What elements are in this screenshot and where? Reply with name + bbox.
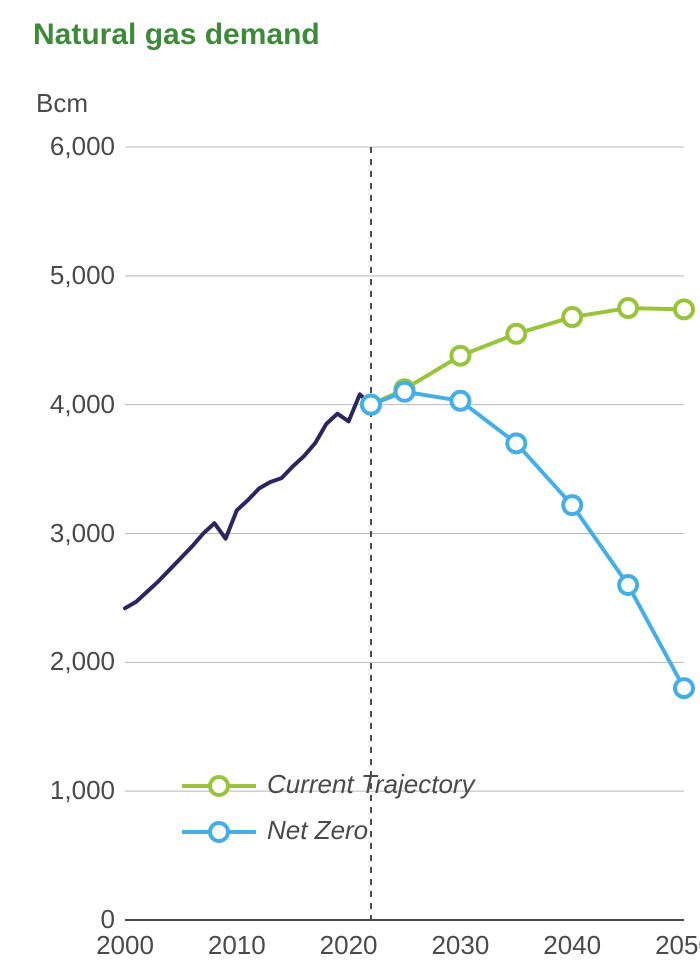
current-trajectory-marker xyxy=(451,347,469,365)
legend-marker-ct xyxy=(210,777,228,795)
legend-label-nz: Net Zero xyxy=(267,815,368,846)
net-zero-marker xyxy=(396,383,414,401)
chart-container: Natural gas demand Bcm 01,0002,0003,0004… xyxy=(0,0,700,967)
current-trajectory-marker xyxy=(507,325,525,343)
y-tick-label: 4,000 xyxy=(25,389,115,420)
net-zero-line xyxy=(371,392,684,688)
x-tick-label: 2030 xyxy=(431,930,489,961)
current-trajectory-marker xyxy=(619,299,637,317)
x-tick-label: 2000 xyxy=(96,930,154,961)
y-tick-label: 2,000 xyxy=(25,646,115,677)
net-zero-marker xyxy=(619,576,637,594)
historical-line xyxy=(125,394,371,608)
legend-marker-nz xyxy=(210,823,228,841)
net-zero-marker xyxy=(451,392,469,410)
y-tick-label: 1,000 xyxy=(25,775,115,806)
y-tick-label: 5,000 xyxy=(25,260,115,291)
current-trajectory-line xyxy=(371,308,684,405)
current-trajectory-marker xyxy=(563,308,581,326)
net-zero-marker xyxy=(563,496,581,514)
current-trajectory-marker xyxy=(675,300,693,318)
net-zero-marker xyxy=(507,434,525,452)
x-tick-label: 2040 xyxy=(543,930,601,961)
x-tick-label: 2050 xyxy=(655,930,700,961)
x-tick-label: 2010 xyxy=(208,930,266,961)
legend-label-ct: Current Trajectory xyxy=(267,769,475,800)
y-tick-label: 6,000 xyxy=(25,131,115,162)
net-zero-marker xyxy=(675,679,693,697)
x-tick-label: 2020 xyxy=(320,930,378,961)
net-zero-marker xyxy=(362,396,380,414)
y-tick-label: 3,000 xyxy=(25,518,115,549)
